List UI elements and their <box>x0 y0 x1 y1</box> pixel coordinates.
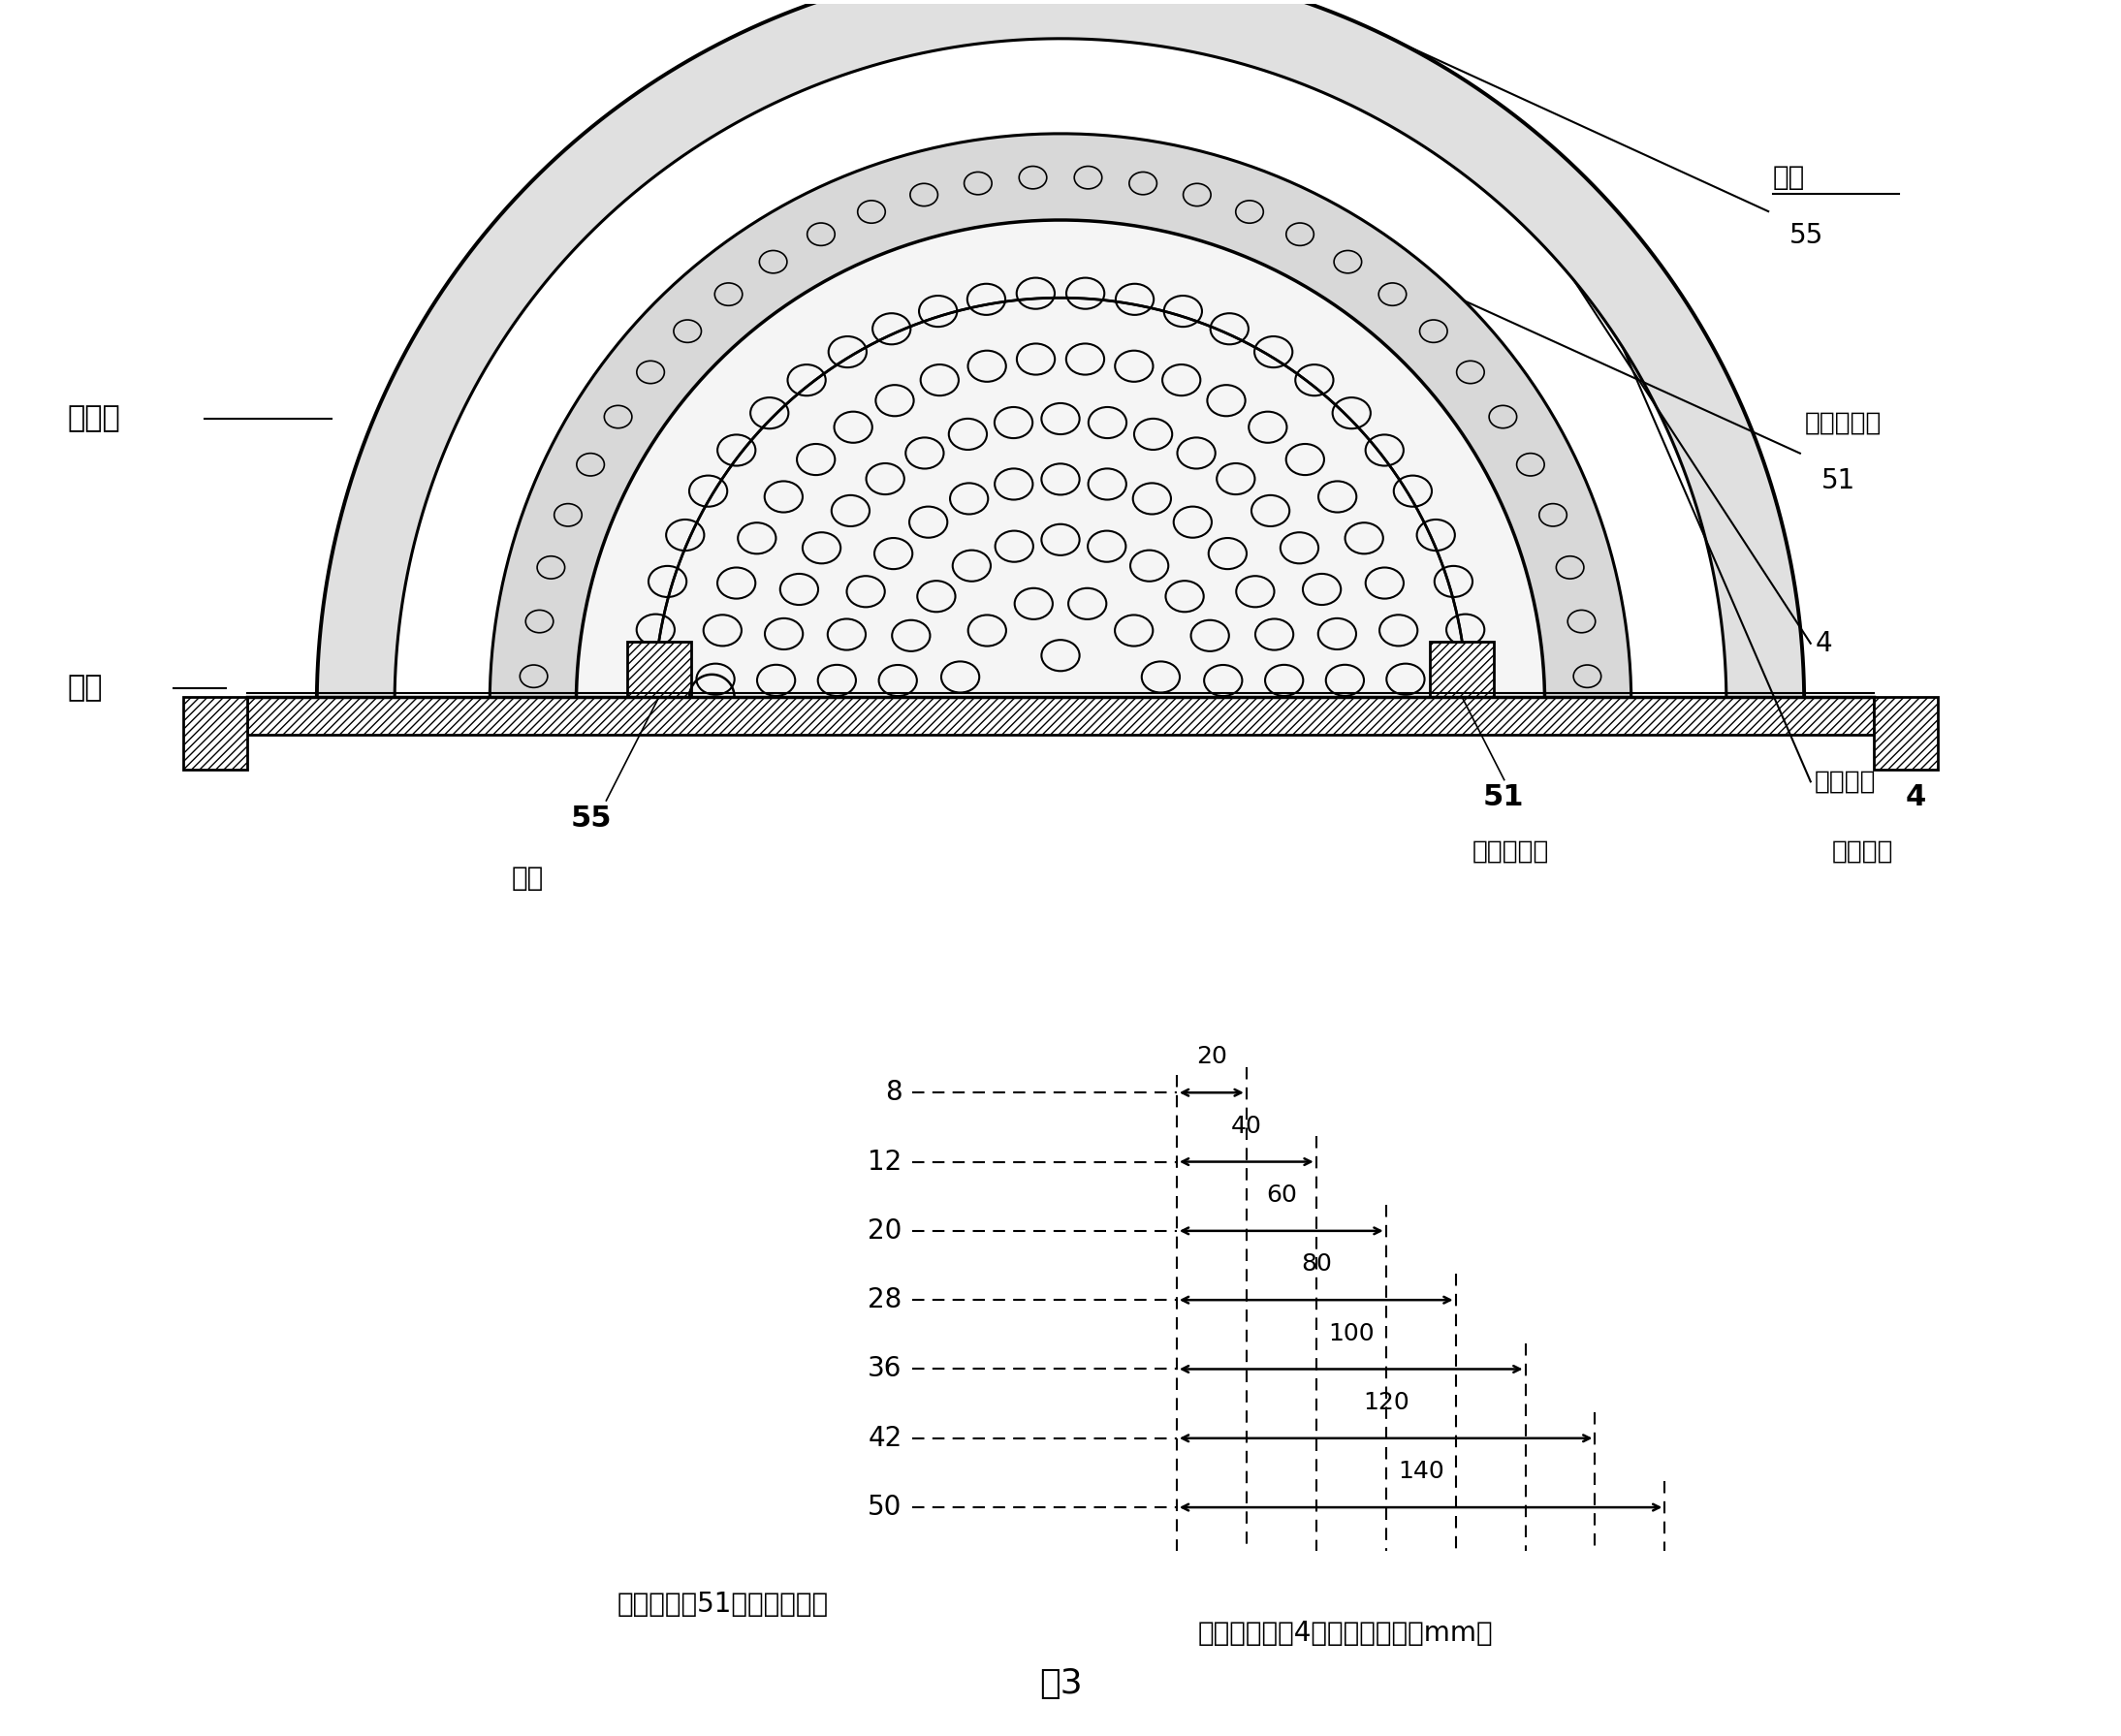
Text: 36: 36 <box>867 1356 901 1382</box>
Text: 20: 20 <box>1196 1045 1228 1068</box>
Text: 120: 120 <box>1364 1391 1408 1415</box>
Text: 51: 51 <box>1483 783 1525 811</box>
Polygon shape <box>577 220 1544 703</box>
Text: 4: 4 <box>1905 783 1926 811</box>
Text: 图3: 图3 <box>1039 1667 1082 1700</box>
Text: 55: 55 <box>571 804 611 832</box>
Bar <box>628 642 691 696</box>
Text: 100: 100 <box>1328 1321 1374 1345</box>
Polygon shape <box>316 0 1805 703</box>
Text: 8: 8 <box>884 1080 901 1106</box>
Text: 气体吐出孔: 气体吐出孔 <box>1805 411 1881 436</box>
Bar <box>1430 642 1493 696</box>
Text: 上部电极: 上部电极 <box>1833 838 1894 865</box>
Text: 28: 28 <box>867 1286 901 1314</box>
Text: 50: 50 <box>867 1493 901 1521</box>
Text: 55: 55 <box>1790 222 1824 248</box>
Text: 20: 20 <box>867 1217 901 1245</box>
Text: 气体吐出孔: 气体吐出孔 <box>1472 838 1550 865</box>
Text: 12: 12 <box>867 1147 901 1175</box>
Text: 42: 42 <box>867 1425 901 1451</box>
Text: 隔壁: 隔壁 <box>1773 163 1805 191</box>
Text: 51: 51 <box>1822 467 1856 495</box>
Text: 上部电极: 上部电极 <box>1816 769 1877 793</box>
Text: 气体吐出孔51的个数（个）: 气体吐出孔51的个数（个） <box>617 1590 827 1618</box>
Bar <box>185 696 246 769</box>
Text: 40: 40 <box>1230 1115 1262 1137</box>
Polygon shape <box>316 0 1805 703</box>
Text: 截面: 截面 <box>68 674 102 703</box>
Text: 60: 60 <box>1266 1184 1296 1207</box>
Text: 80: 80 <box>1300 1253 1332 1276</box>
Bar <box>1875 696 1936 769</box>
Polygon shape <box>395 38 1726 703</box>
Bar <box>246 696 1875 734</box>
Text: 距离上部电极4的中心的距离（mm）: 距离上部电极4的中心的距离（mm） <box>1198 1620 1493 1647</box>
Text: 隔壁: 隔壁 <box>511 865 543 892</box>
Text: 4: 4 <box>1816 630 1833 656</box>
Polygon shape <box>490 134 1631 703</box>
Text: 水平面: 水平面 <box>68 404 121 432</box>
Text: 140: 140 <box>1398 1460 1444 1483</box>
